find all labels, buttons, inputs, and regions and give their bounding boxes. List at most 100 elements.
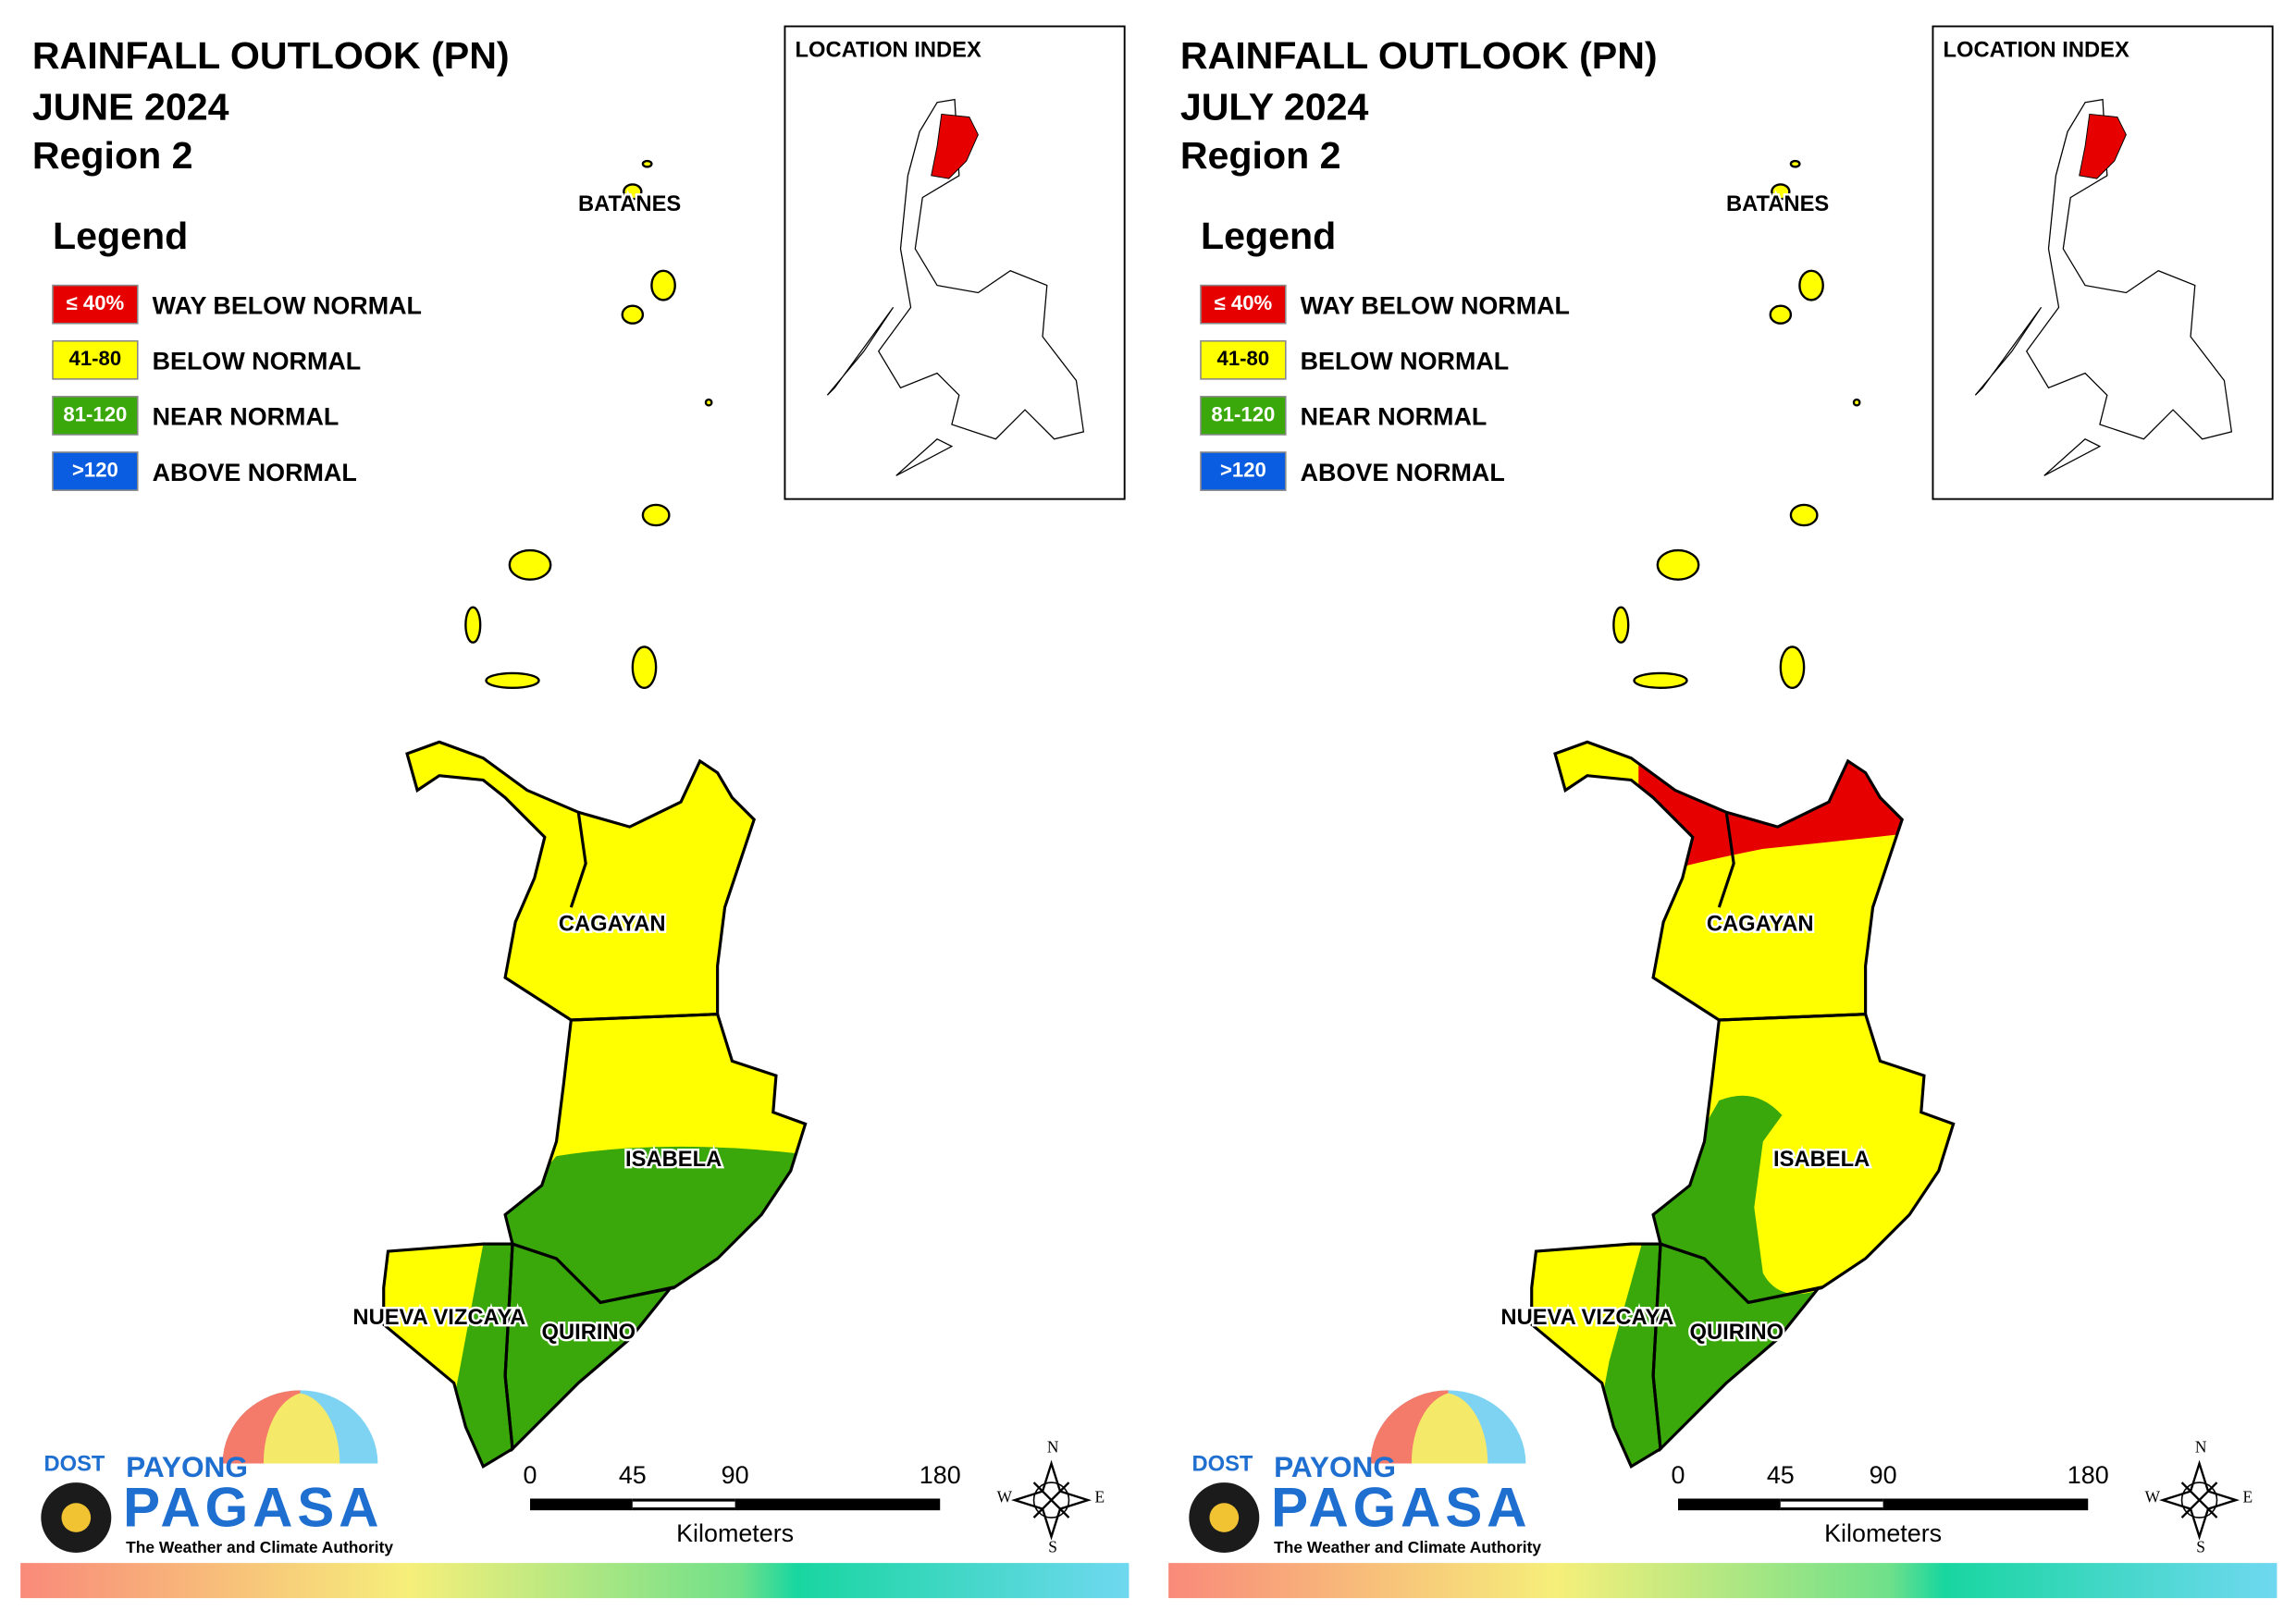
legend-swatch: [52, 396, 139, 436]
compass-rose: [1011, 1459, 1092, 1541]
legend-swatch: [1200, 396, 1287, 436]
logo-umbrella-mid: [263, 1393, 340, 1464]
compass-ring: [1032, 1482, 1070, 1518]
legend-key: 41-80: [69, 347, 122, 370]
legend-key: ≤ 40%: [1215, 291, 1273, 314]
island: [1779, 646, 1806, 689]
legend-swatch: [1200, 339, 1287, 380]
map-region: Region 2: [32, 134, 193, 177]
legend-label: WAY BELOW NORMAL: [153, 291, 422, 319]
province-label: CAGAYAN: [1707, 912, 1814, 936]
legend-label: WAY BELOW NORMAL: [1301, 291, 1570, 319]
logo-brand: PAYONG: [1274, 1450, 1396, 1483]
island: [464, 606, 482, 644]
mainland: [1531, 742, 1954, 1467]
legend-key: ≤ 40%: [67, 291, 125, 314]
island: [623, 183, 643, 201]
island: [621, 304, 645, 325]
logo-brand: PAYONG: [126, 1450, 248, 1483]
scale-label: 45: [619, 1461, 647, 1489]
legend-swatch: [52, 451, 139, 491]
logo-agency: DOST: [1191, 1452, 1253, 1476]
legend-title: Legend: [1201, 215, 1336, 257]
panel: RAINFALL OUTLOOK (PN) JUNE 2024 Region 2 Le…: [20, 25, 1129, 1599]
legend-label: BELOW NORMAL: [153, 348, 362, 375]
province-label: NUEVA VIZCAYA: [352, 1306, 525, 1330]
logo-tagline: The Weather and Climate Authority: [1274, 1538, 1541, 1556]
river-border: [569, 812, 587, 908]
scale-unit: Kilometers: [1824, 1519, 1942, 1547]
scale-label: 90: [1870, 1461, 1897, 1489]
scale-label: 180: [2068, 1461, 2109, 1489]
base-zone: [383, 742, 806, 1467]
compass-rose: [2159, 1459, 2240, 1541]
compass-ring: [2180, 1482, 2218, 1518]
scale-segment: [1882, 1498, 2089, 1511]
province-label: ISABELA: [625, 1148, 722, 1172]
compass-letter: W: [997, 1487, 1013, 1506]
compass-letter: S: [2196, 1537, 2205, 1555]
scale-segment: [1678, 1498, 1781, 1511]
legend-label: NEAR NORMAL: [153, 403, 339, 431]
legend-key: 81-120: [63, 402, 127, 425]
province-label: ISABELA: [1773, 1148, 1870, 1172]
map-region: Region 2: [1180, 134, 1341, 177]
inset-region-2: [931, 113, 979, 179]
province-border: [1651, 1013, 1956, 1305]
logo-seal-inner: [1209, 1503, 1240, 1532]
inset-title: LOCATION INDEX: [796, 39, 981, 63]
legend-title: Legend: [53, 215, 188, 257]
scale-segment-light: [632, 1501, 735, 1507]
compass-letter: S: [1048, 1537, 1057, 1555]
legend-key: >120: [72, 458, 118, 481]
legend-key: 41-80: [1217, 347, 1270, 370]
inset-region-2: [2079, 113, 2127, 179]
compass-letter: N: [2195, 1438, 2207, 1457]
island: [1633, 671, 1688, 689]
island: [650, 269, 676, 301]
legend-key: >120: [1220, 458, 1266, 481]
scale-label: 0: [524, 1461, 537, 1489]
island: [485, 671, 540, 689]
logo-agency: DOST: [43, 1452, 105, 1476]
scale-label: 180: [920, 1461, 961, 1489]
legend-key: 81-120: [1211, 402, 1275, 425]
province-label: QUIRINO: [542, 1321, 636, 1345]
map-title: RAINFALL OUTLOOK (PN): [1180, 34, 1658, 77]
map-title: RAINFALL OUTLOOK (PN): [32, 34, 510, 77]
compass-letter: E: [1094, 1487, 1105, 1506]
province-label: NUEVA VIZCAYA: [1500, 1306, 1673, 1330]
legend-swatch: [52, 284, 139, 325]
province-label: BATANES: [1726, 192, 1829, 216]
scale-unit: Kilometers: [676, 1519, 794, 1547]
province-label: BATANES: [578, 192, 681, 216]
inset-title: LOCATION INDEX: [1944, 39, 2129, 63]
logo-tagline: The Weather and Climate Authority: [126, 1538, 393, 1556]
logo-name: PAGASA: [123, 1477, 383, 1539]
compass-letter: W: [2145, 1487, 2161, 1506]
river-border: [1717, 812, 1735, 908]
compass-letter: N: [1047, 1438, 1059, 1457]
map-period: JUNE 2024: [32, 86, 229, 129]
mainland: [383, 742, 806, 1467]
island: [508, 548, 552, 581]
logo-umbrella-mid: [1411, 1393, 1488, 1464]
legend-swatch: [1200, 451, 1287, 491]
province-label: CAGAYAN: [559, 912, 666, 936]
scale-segment: [530, 1498, 633, 1511]
island: [641, 503, 671, 527]
island: [1769, 304, 1793, 325]
color-band: [1168, 1563, 2277, 1599]
province-border: [382, 1242, 514, 1469]
logo-name: PAGASA: [1271, 1477, 1531, 1539]
province-border: [1530, 1242, 1662, 1469]
map-period: JULY 2024: [1180, 86, 1369, 129]
inset-philippines: [1974, 98, 2233, 476]
scale-label: 45: [1767, 1461, 1795, 1489]
island: [641, 159, 653, 168]
island: [1789, 503, 1819, 527]
logo-seal-inner: [61, 1503, 92, 1532]
island: [704, 398, 713, 407]
